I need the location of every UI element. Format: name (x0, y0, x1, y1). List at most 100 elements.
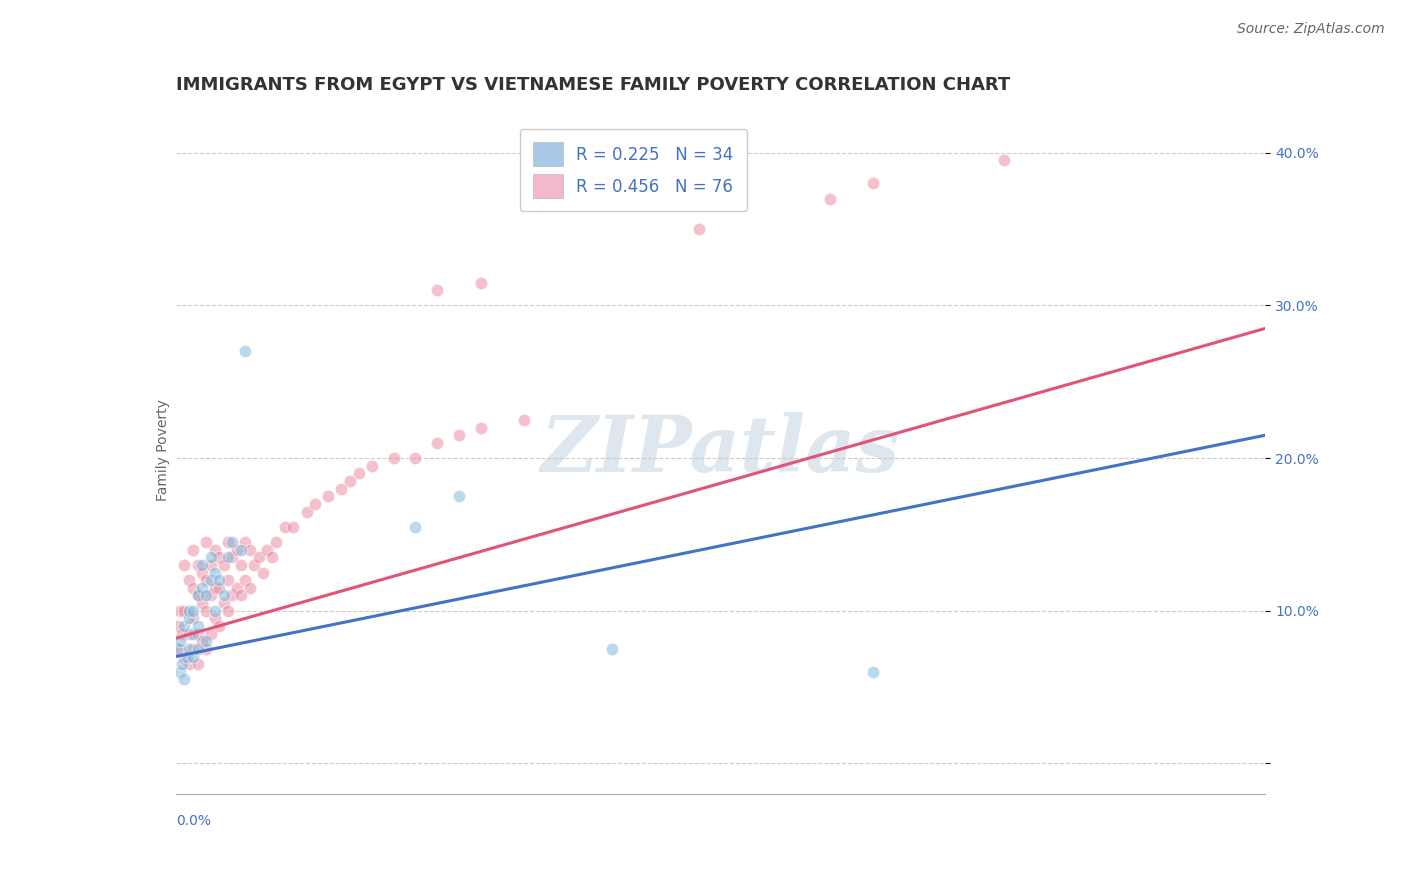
Point (200, 550, 222, 565)
Point (195, 535, 218, 549)
Point (382, 451, 405, 466)
Point (186, 589, 209, 603)
Point (181, 581, 204, 595)
Point (447, 428, 470, 442)
Point (181, 626, 204, 640)
Point (862, 177, 884, 191)
Point (513, 413, 536, 427)
Point (217, 535, 239, 549)
Point (200, 558, 222, 572)
Point (217, 550, 239, 565)
Point (186, 626, 209, 640)
Point (181, 604, 204, 618)
Point (169, 604, 191, 618)
Point (186, 589, 209, 603)
Point (252, 566, 274, 580)
Point (181, 649, 204, 664)
Point (405, 451, 427, 466)
Point (274, 520, 297, 534)
Point (217, 604, 239, 618)
Point (225, 581, 247, 595)
Point (176, 649, 198, 664)
Point (173, 619, 195, 633)
Point (200, 626, 222, 640)
Point (283, 520, 305, 534)
Point (172, 626, 194, 640)
Point (191, 634, 214, 648)
Point (181, 641, 204, 656)
Point (169, 665, 191, 679)
Point (173, 673, 195, 687)
Y-axis label: Family Poverty: Family Poverty (156, 400, 170, 501)
Point (239, 581, 262, 595)
Point (191, 581, 214, 595)
Point (195, 573, 218, 587)
Point (225, 542, 247, 557)
Point (167, 641, 190, 656)
Point (231, 589, 253, 603)
Text: ZIPatlas: ZIPatlas (541, 412, 900, 489)
Text: IMMIGRANTS FROM EGYPT VS VIETNAMESE FAMILY POVERTY CORRELATION CHART: IMMIGRANTS FROM EGYPT VS VIETNAMESE FAMI… (176, 77, 1010, 95)
Point (191, 596, 214, 610)
Point (347, 467, 370, 481)
Point (186, 641, 209, 656)
Point (204, 611, 226, 625)
Point (177, 626, 200, 640)
Legend: R = 0.225   N = 34, R = 0.456   N = 76: R = 0.225 N = 34, R = 0.456 N = 76 (520, 129, 747, 211)
Point (177, 611, 200, 625)
Point (167, 619, 190, 633)
Point (195, 634, 218, 648)
Point (208, 550, 231, 565)
Point (260, 550, 283, 565)
Point (256, 542, 278, 557)
Point (177, 641, 200, 656)
Point (221, 550, 243, 565)
Point (195, 641, 218, 656)
Point (426, 435, 449, 450)
Point (212, 558, 235, 572)
Point (330, 482, 353, 496)
Point (204, 604, 226, 618)
Point (235, 535, 257, 549)
Point (231, 558, 253, 572)
Point (243, 558, 266, 572)
Point (688, 222, 710, 236)
Point (318, 489, 340, 503)
Point (204, 566, 226, 580)
Point (173, 604, 195, 618)
Point (204, 542, 226, 557)
Point (208, 581, 231, 595)
Point (204, 581, 226, 595)
Point (470, 420, 492, 434)
Point (221, 589, 243, 603)
Point (173, 649, 195, 664)
Point (235, 344, 257, 359)
Point (181, 611, 204, 625)
Text: Source: ZipAtlas.com: Source: ZipAtlas.com (1237, 22, 1385, 37)
Point (405, 520, 427, 534)
Point (217, 573, 239, 587)
Text: 0.0%: 0.0% (176, 814, 211, 829)
Point (818, 192, 841, 206)
Point (295, 504, 318, 518)
Point (181, 542, 204, 557)
Point (208, 573, 231, 587)
Point (264, 535, 287, 549)
Point (447, 489, 470, 503)
Point (169, 641, 191, 656)
Point (186, 657, 209, 672)
Point (191, 566, 214, 580)
Point (177, 657, 200, 672)
Point (186, 558, 209, 572)
Point (470, 276, 492, 290)
Point (195, 604, 218, 618)
Point (212, 596, 235, 610)
Point (239, 542, 262, 557)
Point (212, 589, 235, 603)
Point (191, 558, 214, 572)
Point (173, 558, 195, 572)
Point (195, 589, 218, 603)
Point (235, 573, 257, 587)
Point (993, 153, 1015, 168)
Point (169, 634, 191, 648)
